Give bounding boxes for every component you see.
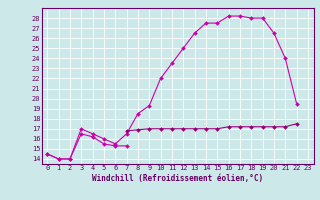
X-axis label: Windchill (Refroidissement éolien,°C): Windchill (Refroidissement éolien,°C) (92, 174, 263, 183)
